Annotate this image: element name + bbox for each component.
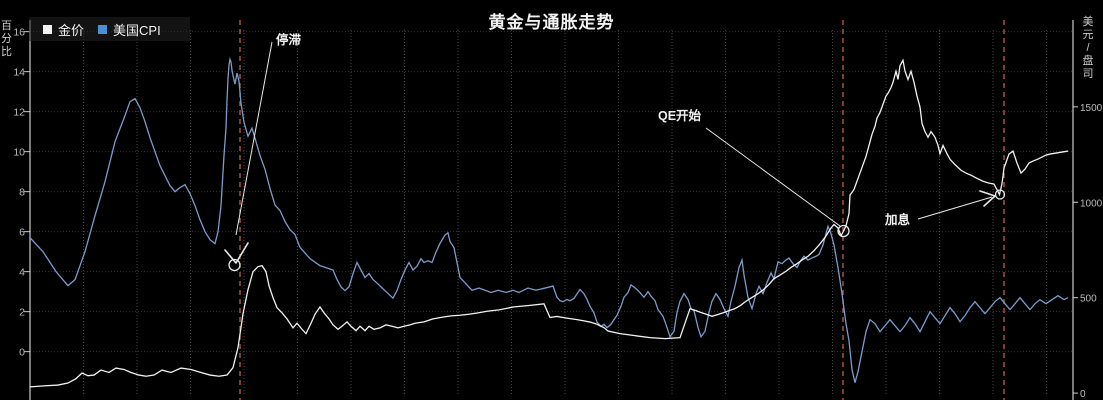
svg-text:加息: 加息 bbox=[884, 212, 911, 227]
svg-text:1500: 1500 bbox=[1080, 103, 1103, 114]
svg-text:6: 6 bbox=[19, 227, 25, 239]
svg-text:500: 500 bbox=[1080, 294, 1097, 305]
svg-text:4: 4 bbox=[19, 267, 25, 279]
svg-text:8: 8 bbox=[19, 187, 25, 199]
svg-text:12: 12 bbox=[13, 107, 25, 119]
svg-text:10: 10 bbox=[13, 147, 25, 159]
svg-text:0: 0 bbox=[1080, 389, 1086, 400]
svg-text:1000: 1000 bbox=[1080, 198, 1103, 209]
svg-text:2: 2 bbox=[19, 307, 25, 319]
svg-text:QE开始: QE开始 bbox=[658, 108, 702, 123]
svg-text:停滞: 停滞 bbox=[276, 32, 302, 47]
svg-text:0: 0 bbox=[19, 347, 25, 359]
svg-text:14: 14 bbox=[13, 67, 25, 79]
